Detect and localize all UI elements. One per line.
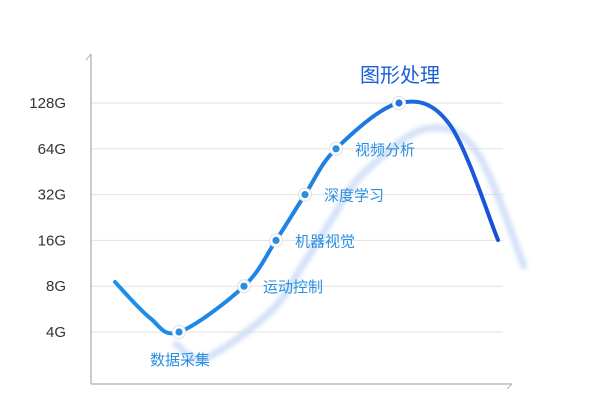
point-marker: [301, 191, 309, 199]
y-tick-label: 64G: [38, 141, 66, 158]
curve-line: [113, 99, 500, 336]
y-tick-label: 8G: [46, 278, 66, 295]
point-marker: [332, 145, 340, 153]
y-tick-label: 32G: [38, 187, 66, 204]
x-axis-arrow: [506, 383, 513, 390]
point-label: 运动控制: [263, 278, 323, 296]
point-label: 深度学习: [324, 187, 384, 205]
point-label: 图形处理: [360, 63, 440, 87]
point-marker: [175, 328, 183, 336]
y-tick-label: 4G: [46, 324, 66, 341]
y-tick-label: 16G: [38, 232, 66, 249]
curve-shadow: [172, 124, 528, 363]
point-label: 数据采集: [150, 351, 210, 369]
y-axis-arrow: [85, 53, 92, 61]
point-marker: [272, 236, 280, 244]
point-label: 视频分析: [355, 141, 415, 159]
point-label: 机器视觉: [295, 232, 355, 250]
point-marker: [240, 282, 248, 290]
point-marker: [395, 99, 403, 107]
y-tick-label: 128G: [29, 95, 66, 112]
